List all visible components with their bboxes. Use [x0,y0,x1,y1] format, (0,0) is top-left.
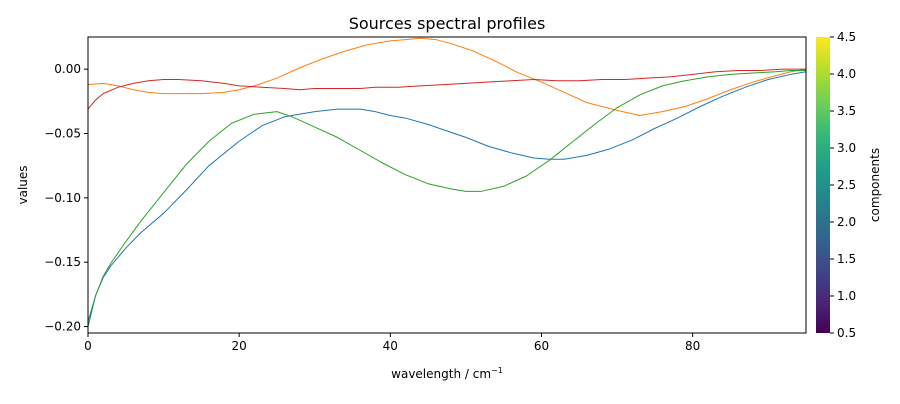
series-line-2 [88,37,806,116]
x-axis-label-text: wavelength / cm [391,367,491,381]
x-tick-label: 60 [534,339,549,353]
colorbar-label: components [868,148,882,222]
x-tick-label: 80 [685,339,700,353]
chart-title: Sources spectral profiles [349,14,546,33]
colorbar-tick-label: 0.5 [837,326,856,340]
y-axis: 0.00 −0.05 −0.10 −0.15 −0.20 [44,62,88,334]
x-tick-label: 0 [84,339,92,353]
colorbar-axis: 0.5 1.0 1.5 2.0 2.5 3.0 3.5 4.0 4.5 [830,30,856,340]
series-layer [88,37,806,327]
colorbar-tick-label: 2.0 [837,215,856,229]
colorbar-tick-label: 2.5 [837,178,856,192]
colorbar-tick-label: 3.0 [837,141,856,155]
series-line-1 [88,71,806,327]
x-axis-label-superscript: −1 [491,366,503,375]
y-tick-label: −0.05 [44,127,81,141]
colorbar-tick-label: 3.5 [837,104,856,118]
y-tick-label: −0.15 [44,255,81,269]
y-axis-label: values [16,165,30,204]
plot-frame [87,36,807,334]
colorbar-tick-label: 4.5 [837,30,856,44]
y-tick-label: −0.20 [44,320,81,334]
x-tick-label: 20 [232,339,247,353]
y-tick-label: 0.00 [54,62,81,76]
x-axis-label: wavelength / cm−1 [391,366,503,381]
colorbar [816,37,830,333]
x-axis: 0 20 40 60 80 [84,333,700,353]
colorbar-tick-label: 1.5 [837,252,856,266]
colorbar-tick-label: 4.0 [837,67,856,81]
series-line-3 [88,69,806,322]
colorbar-tick-label: 1.0 [837,289,856,303]
x-tick-label: 40 [383,339,398,353]
series-line-4 [88,68,806,110]
y-tick-label: −0.10 [44,191,81,205]
